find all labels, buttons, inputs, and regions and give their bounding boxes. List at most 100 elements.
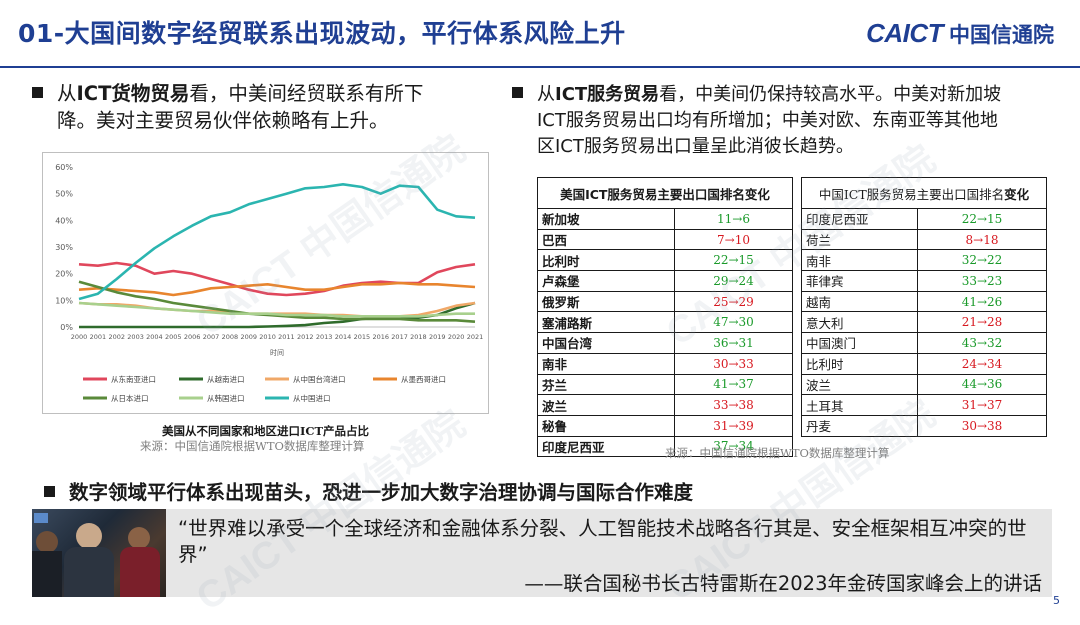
- series-line-1: [79, 301, 476, 329]
- country-name: 南非: [537, 352, 675, 375]
- table-row: 波兰 44→36: [801, 373, 1047, 396]
- rank-change: 31→37: [917, 394, 1047, 416]
- table-row: 波兰 33→38: [537, 394, 793, 416]
- chart-svg: 0% 10% 20% 30% 40% 50% 60% 2000 2001 2002 2003 2004…: [55, 163, 484, 403]
- series-line-5: [78, 301, 475, 318]
- y-tick-label: 40%: [55, 216, 73, 225]
- logo-cn: 中国信通院: [949, 22, 1054, 47]
- table-row: 秘鲁 31→39: [537, 414, 793, 437]
- us-table-header: 美国ICT服务贸易主要出口国排名变化: [537, 177, 793, 209]
- series-line-6: [78, 182, 476, 301]
- quote-attribution: ——联合国秘书长古特雷斯在2023年金砖国家峰会上的讲话: [524, 572, 1042, 595]
- legend-label: 从中国台湾进口: [293, 374, 346, 384]
- country-name: 芬兰: [537, 373, 675, 396]
- x-tick-label: 2019: [429, 333, 446, 341]
- left-bullet-line2: 降。美对主要贸易伙伴依赖略有上升。: [57, 109, 389, 132]
- table-row: 芬兰 41→37: [537, 373, 793, 396]
- legend-label: 从东南亚进口: [111, 374, 156, 384]
- x-tick-label: 2002: [108, 333, 125, 341]
- country-name: 波兰: [537, 394, 675, 416]
- rank-change: 21→28: [917, 311, 1047, 334]
- cn-table-header: 中国ICT服务贸易主要出口国排名变化: [801, 177, 1047, 209]
- country-name: 新加坡: [537, 208, 675, 230]
- left-bullet-line1: 看，中美间经贸联系有所下: [189, 82, 424, 105]
- x-tick-label: 2005: [165, 333, 182, 341]
- title-divider: [0, 66, 1080, 68]
- cn-table-header-prefix: 中国ICT服务贸易主要出口国排名: [818, 186, 1005, 202]
- rank-change: 47→30: [674, 311, 793, 334]
- country-name: 越南: [801, 290, 918, 313]
- rank-change: 30→38: [917, 414, 1047, 437]
- table-row: 南非 32→22: [801, 249, 1047, 272]
- x-tick-label: 2007: [203, 333, 220, 341]
- rank-change: 24→34: [917, 352, 1047, 375]
- table-row: 塞浦路斯 47→30: [537, 311, 793, 334]
- country-name: 印度尼西亚: [537, 435, 675, 458]
- bottom-bullet: 数字领域平行体系出现苗头，恐进一步加大数字治理协调与国际合作难度: [44, 476, 693, 505]
- right-bullet-line3: 区ICT服务贸易出口量呈此消彼长趋势。: [537, 136, 854, 157]
- import-share-chart: 0% 10% 20% 30% 40% 50% 60% 2000 2001 2002 2003 2004…: [42, 152, 489, 414]
- chart-source: 来源：中国信通院根据WTO数据库整理计算: [140, 439, 365, 453]
- cn-table-header-suffix: 变化: [1004, 186, 1030, 202]
- right-bullet-prefix: 从: [537, 84, 555, 105]
- x-tick-label: 2003: [127, 333, 144, 341]
- x-tick-label: 2004: [146, 333, 163, 341]
- table-row: 丹麦 30→38: [801, 414, 1047, 437]
- right-bullet: 从ICT服务贸易看，中美间仍保持较高水平。中美对新加坡 ICT服务贸易出口均有所…: [512, 82, 1064, 160]
- bullet-square-icon: [512, 87, 523, 98]
- x-tick-label: 2021: [467, 333, 484, 341]
- x-tick-label: 2000: [71, 333, 88, 341]
- table-row: 比利时 22→15: [537, 249, 793, 272]
- table-source: 来源：中国信通院根据WTO数据库整理计算: [665, 446, 890, 460]
- page-number: 5: [1053, 594, 1060, 607]
- left-bullet-prefix: 从: [57, 82, 77, 105]
- x-tick-label: 2012: [297, 333, 314, 341]
- x-tick-label: 2006: [184, 333, 201, 341]
- x-tick-label: 2001: [90, 333, 107, 341]
- country-name: 意大利: [801, 311, 918, 334]
- y-tick-label: 0%: [60, 323, 73, 332]
- country-name: 土耳其: [801, 394, 918, 416]
- un-summit-photo: [32, 509, 166, 597]
- rank-change: 33→23: [917, 270, 1047, 292]
- rank-change: 41→26: [917, 290, 1047, 313]
- logo-en: CAICT: [866, 18, 943, 48]
- table-row: 中国澳门 43→32: [801, 332, 1047, 354]
- legend-label: 从越南进口: [207, 374, 245, 384]
- table-row: 意大利 21→28: [801, 311, 1047, 334]
- rank-change: 37→34: [674, 435, 793, 458]
- rank-change: 30→33: [674, 352, 793, 375]
- right-bullet-bold: ICT服务贸易: [555, 84, 660, 105]
- table-row: 印度尼西亚 37→34: [537, 435, 793, 458]
- country-name: 中国台湾: [537, 332, 675, 354]
- rank-change: 32→22: [917, 249, 1047, 272]
- rank-change: 41→37: [674, 373, 793, 396]
- table-row: 中国台湾 36→31: [537, 332, 793, 354]
- country-name: 比利时: [801, 352, 918, 375]
- legend-label: 从中国进口: [293, 393, 331, 403]
- quote-text: “世界难以承受一个全球经济和金融体系分裂、人工智能技术战略各行其是、安全框架相互…: [178, 517, 1027, 566]
- table-row: 南非 30→33: [537, 352, 793, 375]
- quote-band: [32, 509, 1052, 597]
- country-name: 俄罗斯: [537, 290, 675, 313]
- country-name: 菲律宾: [801, 270, 918, 292]
- y-tick-label: 10%: [55, 296, 73, 305]
- y-tick-label: 60%: [55, 163, 73, 172]
- series-line-3: [78, 281, 476, 297]
- country-name: 丹麦: [801, 414, 918, 437]
- table-row: 新加坡 11→6: [537, 208, 793, 230]
- x-tick-label: 2009: [240, 333, 257, 341]
- x-tick-label: 2018: [410, 333, 427, 341]
- chart-caption: 美国从不同国家和地区进口ICT产品占比: [161, 424, 370, 438]
- legend-label: 从韩国进口: [207, 393, 245, 403]
- country-name: 塞浦路斯: [537, 311, 675, 334]
- rank-change: 31→39: [674, 414, 793, 437]
- right-bullet-line1: 看，中美间仍保持较高水平。中美对新加坡: [659, 84, 1002, 105]
- table-row: 比利时 24→34: [801, 352, 1047, 375]
- rank-change: 36→31: [674, 332, 793, 354]
- bullet-square-icon: [44, 486, 55, 497]
- page-title: 01-大国间数字经贸联系出现波动，平行体系风险上升: [18, 19, 626, 48]
- x-tick-label: 2017: [391, 333, 408, 341]
- left-bullet: 从ICT货物贸易看，中美间经贸联系有所下 降。美对主要贸易伙伴依赖略有上升。: [32, 80, 492, 134]
- right-bullet-line2: ICT服务贸易出口均有所增加；中美对欧、东南亚等其他地: [537, 110, 998, 131]
